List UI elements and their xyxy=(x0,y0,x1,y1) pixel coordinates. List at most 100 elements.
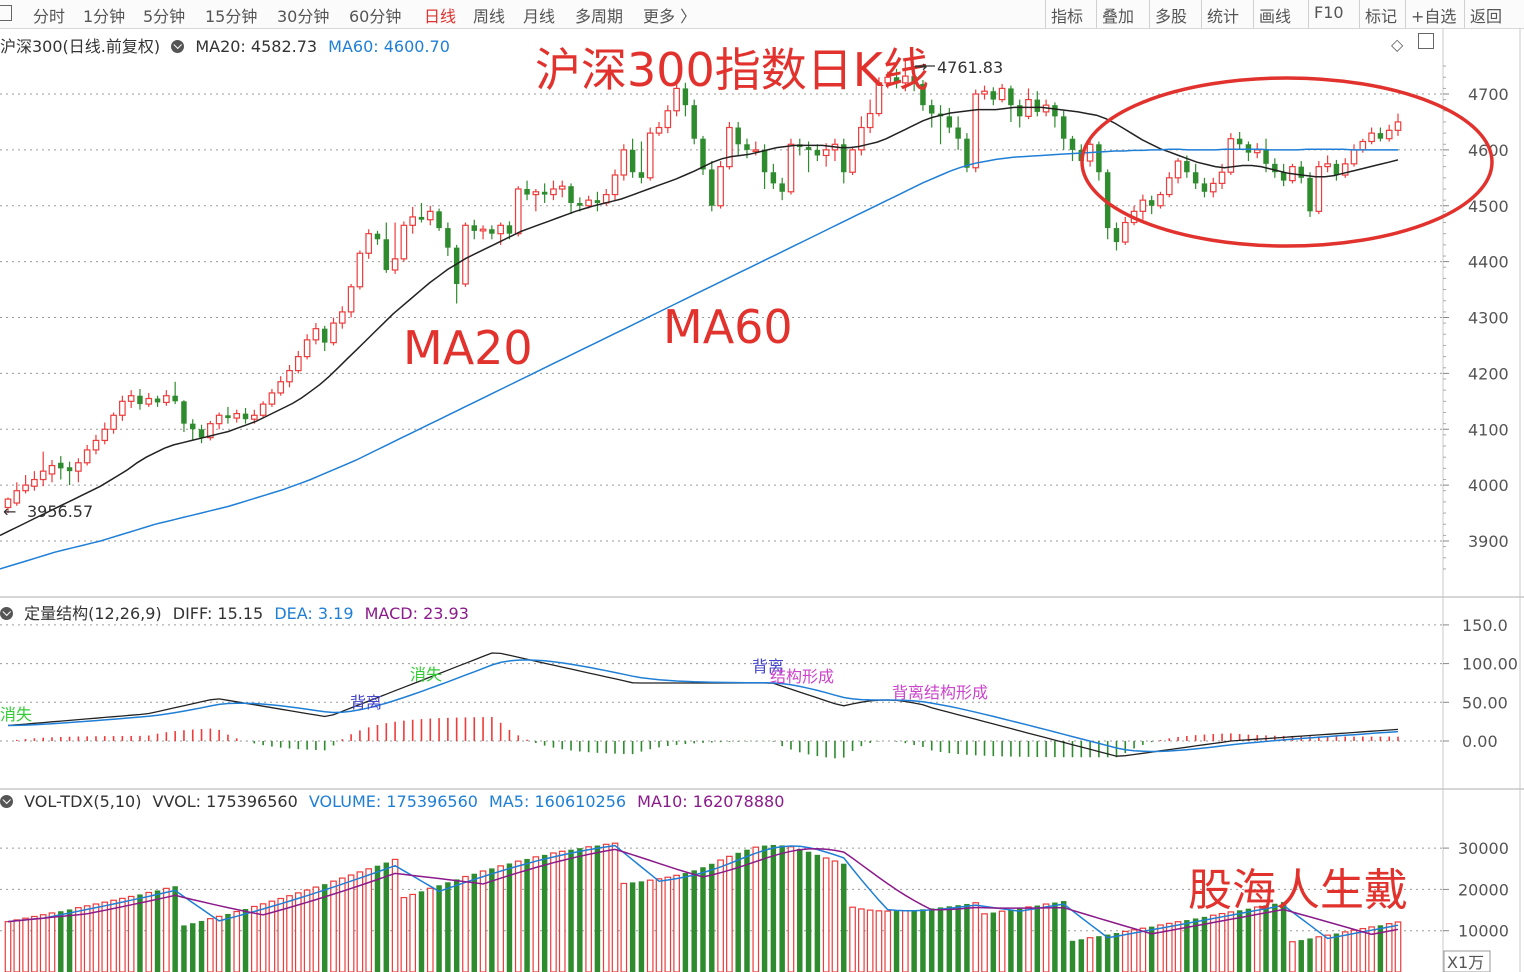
vol-bar-down xyxy=(471,873,477,972)
macd-legend: 定量结构(12,26,9) DIFF: 15.15 DEA: 3.19 MACD… xyxy=(0,600,475,624)
candle-up xyxy=(365,233,373,254)
low-arrow-icon: ← xyxy=(3,502,16,521)
vol-bar-up xyxy=(849,906,856,972)
candle-down xyxy=(1016,105,1023,117)
vol-bar-down xyxy=(321,884,328,972)
vol-bar-up xyxy=(286,895,293,972)
candle-down xyxy=(418,216,425,220)
candle-down xyxy=(577,202,583,206)
period-tab-10[interactable]: 更多 〉 xyxy=(643,7,697,26)
candle-up xyxy=(22,484,29,492)
candle-down xyxy=(374,233,381,240)
vol-bar-down xyxy=(181,925,187,972)
vol-bar-up xyxy=(602,843,610,972)
vol-bar-up xyxy=(1130,929,1138,972)
period-tab-7[interactable]: 周线 xyxy=(473,7,506,26)
panel-toggle-icon[interactable] xyxy=(0,5,12,21)
candle-up xyxy=(866,112,874,129)
candle-down xyxy=(638,172,645,178)
vol-bar-down xyxy=(418,891,425,972)
diff-legend: DIFF: 15.15 xyxy=(172,604,264,623)
vol-bar-up xyxy=(312,886,320,972)
vol-bar-up xyxy=(646,879,654,972)
candle-up xyxy=(110,414,117,430)
y-tick-label: 4400 xyxy=(1468,253,1509,272)
vol-bar-down xyxy=(489,868,495,972)
vol-bar-down xyxy=(66,909,73,972)
vol-bar-down xyxy=(682,873,689,972)
macd-toggle-icon[interactable] xyxy=(0,607,13,620)
candle-down xyxy=(137,395,143,405)
vol-unit-box xyxy=(1443,950,1491,972)
candle-up xyxy=(251,414,258,420)
candle-up xyxy=(726,126,733,168)
period-tab-9[interactable]: 多周期 xyxy=(575,7,624,26)
tool-item-8[interactable]: 返回 xyxy=(1470,7,1503,26)
candle-down xyxy=(66,467,73,472)
legend-toggle-icon[interactable] xyxy=(171,40,185,53)
candle-down xyxy=(1113,228,1120,243)
period-tab-0[interactable]: 分时 xyxy=(33,7,66,26)
candle-up xyxy=(585,199,592,207)
candle-up xyxy=(338,311,346,324)
candle-down xyxy=(744,144,750,150)
vol-bar-up xyxy=(22,917,29,972)
candle-up xyxy=(1385,129,1393,140)
vol-bar-up xyxy=(532,856,540,972)
candle-down xyxy=(1272,163,1278,173)
tool-item-1[interactable]: 叠加 xyxy=(1102,7,1135,26)
vol-bar-down xyxy=(436,885,442,972)
window-icon[interactable] xyxy=(1418,33,1434,49)
tool-item-3[interactable]: 统计 xyxy=(1207,7,1240,26)
vol-toggle-icon[interactable] xyxy=(0,795,13,808)
vol-bar-up xyxy=(1324,934,1331,972)
candle-up xyxy=(981,90,988,95)
vol-bar-up xyxy=(1139,927,1147,972)
vol-name: VOL-TDX(5,10) xyxy=(24,792,142,811)
y-tick-label: 4000 xyxy=(1468,476,1509,495)
tool-item-2[interactable]: 多股 xyxy=(1155,7,1188,26)
vol-bar-up xyxy=(1218,912,1226,972)
period-tab-5[interactable]: 60分钟 xyxy=(349,7,402,26)
period-tab-8[interactable]: 月线 xyxy=(523,7,556,26)
candle-up xyxy=(558,185,566,190)
period-tab-1[interactable]: 1分钟 xyxy=(83,7,126,26)
vol-bar-up xyxy=(479,870,487,972)
high-price-label: 4761.83 xyxy=(937,58,1003,77)
y-tick-label: 4300 xyxy=(1468,309,1509,328)
tool-item-0[interactable]: 指标 xyxy=(1051,7,1084,26)
period-tab-2[interactable]: 5分钟 xyxy=(143,7,186,26)
highlight-circle xyxy=(1080,76,1494,248)
vol-bar-up xyxy=(330,880,337,972)
vol-bar-up xyxy=(294,892,302,972)
diamond-icon[interactable]: ◇ xyxy=(1391,35,1404,54)
candle-up xyxy=(646,132,654,179)
vol-bar-down xyxy=(937,907,944,972)
tool-item-5[interactable]: F10 xyxy=(1314,3,1344,22)
vol-bar-down xyxy=(190,923,196,972)
period-tab-6[interactable]: 日线 xyxy=(424,7,457,26)
vol-bar-up xyxy=(1227,911,1235,972)
vol-bar-up xyxy=(251,905,258,972)
vol-bar-down xyxy=(506,863,513,972)
period-tab-3[interactable]: 15分钟 xyxy=(205,7,258,26)
candle-down xyxy=(154,398,161,403)
macd-note-1: 背离 xyxy=(350,693,382,712)
tool-item-4[interactable]: 画线 xyxy=(1259,7,1292,26)
candle-down xyxy=(198,429,205,438)
tool-item-6[interactable]: 标记 xyxy=(1365,7,1398,26)
candle-up xyxy=(101,428,109,442)
macd-note-0: 消失 xyxy=(0,705,32,724)
candle-up xyxy=(1209,182,1217,193)
vol-bar-down xyxy=(594,845,601,972)
tool-item-7[interactable]: +自选 xyxy=(1411,7,1457,26)
macd-tick-label: 0.00 xyxy=(1462,732,1498,751)
candle-up xyxy=(849,149,856,173)
candle-up xyxy=(1121,221,1129,243)
candle-down xyxy=(1184,161,1190,173)
ma20-legend: MA20: 4582.73 xyxy=(195,37,318,56)
macd-tick-label: 150.0 xyxy=(1462,616,1508,635)
candle-up xyxy=(972,93,980,169)
period-tab-4[interactable]: 30分钟 xyxy=(277,7,330,26)
vol-bar-up xyxy=(83,905,91,972)
